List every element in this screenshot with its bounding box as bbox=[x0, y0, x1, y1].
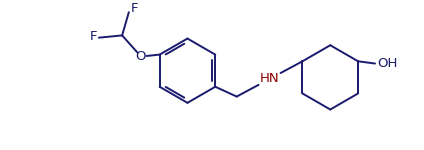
Text: F: F bbox=[131, 2, 138, 15]
Text: HN: HN bbox=[260, 72, 279, 86]
Text: O: O bbox=[136, 50, 146, 63]
Text: F: F bbox=[90, 30, 98, 43]
Text: OH: OH bbox=[377, 57, 398, 70]
